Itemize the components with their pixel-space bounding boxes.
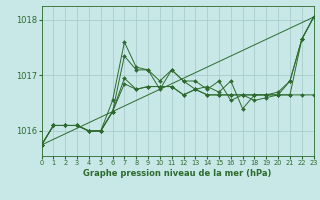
X-axis label: Graphe pression niveau de la mer (hPa): Graphe pression niveau de la mer (hPa) [84,169,272,178]
